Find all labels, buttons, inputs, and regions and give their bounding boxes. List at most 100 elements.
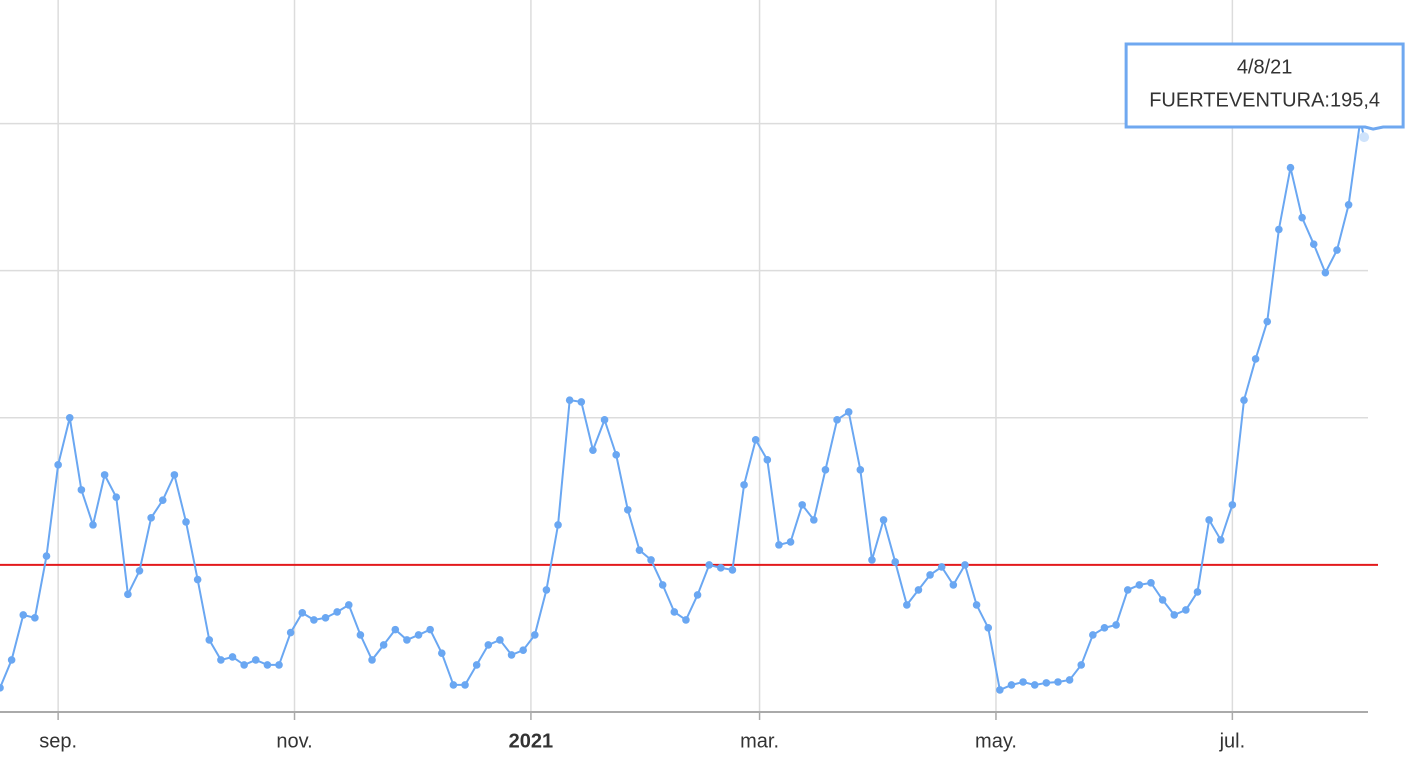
data-point (472, 661, 481, 669)
data-point (914, 586, 923, 594)
data-point (1007, 681, 1016, 689)
data-point (1112, 621, 1120, 629)
data-point (298, 609, 307, 617)
data-point (565, 396, 574, 404)
data-point (844, 408, 853, 416)
data-point (1205, 516, 1213, 524)
tooltip-title: 4/8/21 (1237, 56, 1293, 78)
data-point (286, 628, 295, 637)
data-point (426, 625, 434, 634)
data-point (1182, 606, 1190, 614)
data-point (391, 625, 400, 634)
data-point (1344, 200, 1353, 209)
data-point (833, 416, 841, 424)
data-point (240, 661, 248, 669)
data-point (1077, 661, 1086, 669)
data-point (414, 631, 423, 639)
data-point (31, 614, 39, 622)
data-point (949, 581, 958, 589)
data-point (449, 681, 458, 689)
data-point (1309, 240, 1318, 248)
data-point (1089, 631, 1097, 639)
data-point (786, 538, 795, 546)
data-point (170, 471, 179, 479)
data-point (1275, 225, 1283, 234)
data-point (751, 436, 760, 444)
data-point (612, 451, 620, 459)
data-point (879, 516, 888, 524)
data-point (147, 514, 155, 522)
data-point (740, 481, 748, 489)
data-point (124, 590, 132, 599)
data-point (344, 601, 353, 609)
data-point (507, 651, 516, 659)
data-point (1158, 596, 1167, 604)
data-point (658, 581, 667, 589)
data-point (42, 552, 51, 560)
x-tick-label: nov. (276, 730, 312, 752)
data-point (542, 586, 551, 594)
x-tick-label: may. (975, 730, 1017, 752)
data-point (600, 416, 609, 424)
data-point (89, 521, 97, 529)
data-point (1135, 581, 1144, 589)
data-point (1100, 624, 1109, 632)
data-point (310, 616, 318, 624)
data-point (937, 563, 946, 571)
data-point (1123, 586, 1132, 594)
tooltip: 4/8/21 FUERTEVENTURA:195,4 (1124, 42, 1405, 131)
data-point (775, 541, 783, 549)
data-point (1019, 678, 1027, 686)
data-point (263, 661, 272, 669)
data-point (1193, 588, 1202, 596)
data-point (589, 446, 597, 454)
data-point (624, 506, 632, 514)
data-point (205, 636, 214, 644)
data-point (1147, 579, 1155, 587)
data-point (856, 466, 865, 474)
data-point (717, 564, 725, 572)
data-point (54, 461, 62, 469)
data-point (891, 558, 900, 566)
data-point (135, 566, 144, 575)
data-point (1228, 501, 1237, 509)
data-point (333, 608, 341, 616)
data-point (112, 493, 121, 502)
data-point (0, 684, 4, 692)
tooltip-box (1124, 42, 1405, 131)
data-point (19, 611, 28, 619)
data-point (635, 546, 644, 554)
data-point (821, 466, 830, 474)
data-point (1298, 213, 1306, 222)
data-point (810, 516, 818, 524)
data-point (577, 398, 586, 406)
data-point (193, 575, 202, 584)
data-point (437, 649, 446, 657)
data-point (903, 601, 911, 609)
data-point (798, 501, 806, 509)
data-point (100, 471, 109, 479)
data-point (519, 646, 527, 655)
x-tick-label: jul. (1219, 730, 1246, 752)
data-point (996, 686, 1004, 694)
data-point (984, 624, 993, 632)
data-point (379, 641, 388, 649)
data-point (961, 561, 969, 569)
data-point (484, 641, 493, 649)
data-point (1333, 246, 1341, 254)
line (0, 120, 1366, 692)
data-point (1240, 396, 1248, 404)
data-point (77, 486, 86, 494)
data-point (1216, 536, 1225, 544)
data-point (1054, 678, 1062, 686)
data-point (728, 566, 737, 574)
data-point (1321, 268, 1330, 277)
data-point (647, 556, 655, 564)
data-point (705, 561, 713, 569)
x-tick-label: 2021 (509, 730, 554, 752)
data-point (65, 413, 74, 422)
tooltip-text: FUERTEVENTURA:195,4 (1149, 89, 1380, 111)
data-point (403, 636, 411, 644)
data-point (693, 591, 702, 599)
